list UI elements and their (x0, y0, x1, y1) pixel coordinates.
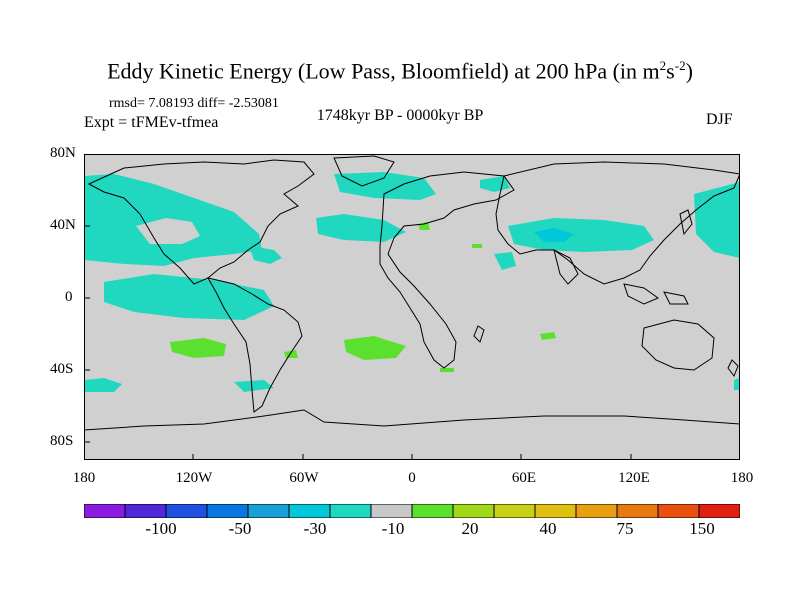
period-label: 1748kyr BP - 0000kyr BP (316, 107, 484, 124)
lat-label: 0 (65, 289, 73, 305)
lat-label: 80N (50, 145, 76, 161)
lat-label: 40S (50, 361, 74, 377)
colorbar-label: -30 (303, 519, 327, 538)
map-ticks (84, 154, 632, 460)
colorbar (84, 504, 740, 518)
colorbar-swatch (329, 504, 372, 518)
anomaly-region-indian-edge (734, 378, 740, 390)
colorbar-label: -50 (228, 519, 252, 538)
anomaly-region-arabia (494, 252, 516, 270)
plot-title: Eddy Kinetic Energy (Low Pass, Bloomfiel… (107, 58, 693, 84)
anomaly-region-south-pacific-green (170, 338, 226, 358)
experiment-label: Expt = tFMEv-tfmea (84, 114, 219, 131)
colorbar-swatch (370, 504, 413, 518)
anomaly-region-south-indian-green (440, 368, 454, 372)
colorbar-swatch (698, 504, 740, 518)
colorbar-label: 40 (539, 519, 557, 538)
colorbar-swatch (165, 504, 208, 518)
colorbar-label: -10 (381, 519, 405, 538)
anomaly-hole-north-pacific (136, 218, 200, 244)
lon-label: 180 (730, 470, 754, 486)
colorbar-swatch (575, 504, 618, 518)
stats-label: rmsd= 7.08193 diff= -2.53081 (109, 96, 279, 111)
anomaly-region-tropical-pacific (104, 274, 274, 320)
anomaly-region-central-asia-core (534, 228, 574, 242)
season-label: DJF (706, 111, 733, 128)
lon-label: 120E (618, 470, 650, 486)
anomaly-region-south-pacific-cyan-2 (234, 380, 274, 392)
colorbar-swatch (616, 504, 659, 518)
colorbar-swatch (411, 504, 454, 518)
lon-label: 0 (408, 470, 416, 486)
anomaly-region-south-pacific-cyan (84, 378, 122, 392)
anomaly-region-atlantic-west (480, 176, 510, 192)
world-map (84, 154, 740, 460)
anomaly-region-indian-green (540, 332, 556, 340)
anomaly-region-east-pacific-edge (694, 182, 740, 258)
anomaly-region-small-green (284, 350, 298, 358)
colorbar-swatch (124, 504, 167, 518)
anomaly-region-north-atlantic (334, 172, 436, 200)
colorbar-swatch (288, 504, 331, 518)
lat-label: 40N (50, 217, 76, 233)
anomaly-region-na-coast (249, 246, 282, 264)
colorbar-label: 150 (689, 519, 715, 538)
colorbar-swatch (247, 504, 290, 518)
colorbar-label: -100 (145, 519, 177, 538)
lon-label: 60E (511, 470, 537, 486)
colorbar-swatch (534, 504, 577, 518)
coastlines (84, 155, 740, 431)
colorbar-swatch (493, 504, 536, 518)
colorbar-swatch (657, 504, 700, 518)
colorbar-label: 75 (616, 519, 634, 538)
lon-label: 180 (72, 470, 96, 486)
lon-label: 120W (175, 470, 213, 486)
colorbar-swatch (206, 504, 249, 518)
anomaly-layer (84, 172, 740, 392)
anomaly-region-south-atlantic-green (344, 336, 406, 360)
anomaly-region-africa-green (472, 244, 482, 248)
anomaly-region-central-asia (508, 218, 654, 252)
colorbar-label: 20 (461, 519, 479, 538)
lon-label: 60W (289, 470, 319, 486)
colorbar-swatch (84, 504, 126, 518)
anomaly-region-mid-atlantic (316, 214, 406, 242)
colorbar-swatch (452, 504, 495, 518)
lat-label: 80S (50, 433, 74, 449)
